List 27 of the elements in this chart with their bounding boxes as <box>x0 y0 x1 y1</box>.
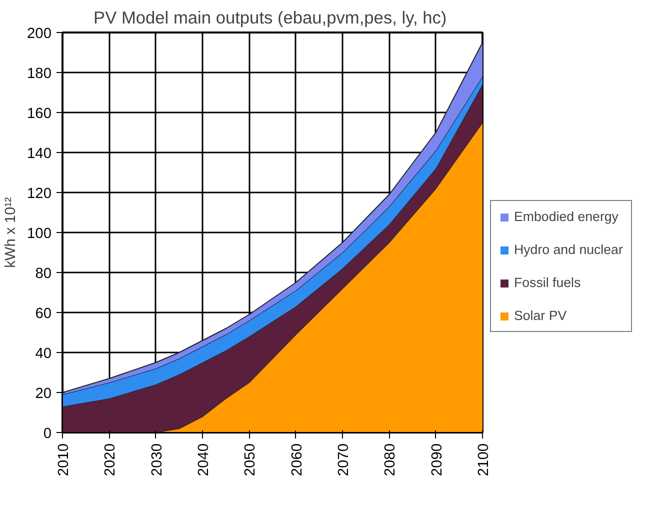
y-axis-title: kWh x 10¹² <box>3 196 20 268</box>
y-tick-label: 160 <box>27 106 52 122</box>
y-tick-label: 180 <box>27 66 52 82</box>
x-tick-label: 2010 <box>56 443 72 476</box>
y-tick-label: 200 <box>27 26 52 42</box>
x-tick-label: 2040 <box>196 443 212 476</box>
legend-label: Embodied energy <box>514 209 618 224</box>
y-tick-label: 100 <box>27 226 52 242</box>
x-tick-label: 2050 <box>242 443 259 476</box>
y-tick-label: 20 <box>35 386 52 402</box>
chart-title: PV Model main outputs (ebau,pvm,pes, ly, hc) <box>94 8 447 28</box>
legend-label: Fossil fuels <box>514 275 581 290</box>
y-tick-label: 60 <box>35 306 52 322</box>
y-tick-label: 0 <box>43 426 52 442</box>
x-tick-label: 2090 <box>429 443 446 476</box>
x-tick-label: 2020 <box>102 443 119 476</box>
legend-label: Hydro and nuclear <box>514 242 623 257</box>
y-tick-label: 140 <box>27 146 52 162</box>
legend-label: Solar PV <box>514 308 567 323</box>
x-tick-label: 2100 <box>476 443 492 476</box>
x-tick-label: 2070 <box>336 443 352 476</box>
x-tick-label: 2080 <box>382 443 399 476</box>
y-tick-label: 40 <box>35 346 52 362</box>
x-tick-label: 2060 <box>289 443 306 476</box>
x-tick-label: 2030 <box>149 443 166 476</box>
y-tick-label: 120 <box>27 186 52 202</box>
y-tick-label: 80 <box>35 266 52 282</box>
